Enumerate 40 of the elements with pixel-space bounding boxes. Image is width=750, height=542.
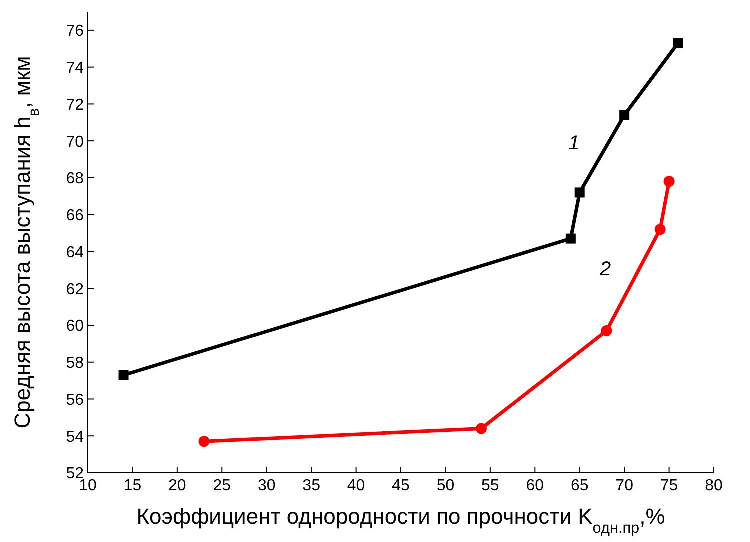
x-tick-label: 70 [616,477,634,494]
y-tick-label: 56 [66,392,84,409]
y-tick-label: 54 [66,428,84,446]
point [673,38,684,48]
y-tick-label: 60 [66,318,84,336]
point [198,436,210,448]
point [664,176,675,188]
x-tick-label: 30 [258,477,276,494]
x-tick-label: 45 [392,477,410,494]
y-tick-label: 68 [66,170,84,188]
x-tick-label: 75 [660,477,678,494]
x-tick-label: 80 [705,477,723,494]
point [118,370,129,380]
y-tick-label: 64 [66,244,84,262]
y-tick-label: 70 [66,134,84,151]
x-tick-label: 65 [570,477,589,494]
y-tick-label: 72 [66,96,84,114]
x-tick-label: 25 [213,477,232,494]
series-label: 2 [598,258,612,281]
y-tick-label: 76 [66,23,84,40]
x-axis-title: Коэффициент однородности по прочности K$_{одн.пр}$,% [136,504,666,536]
point [476,423,487,434]
x-tick-label: 35 [302,477,321,494]
y-tick-label: 58 [66,355,84,372]
x-tick-label: 55 [482,477,500,494]
point [601,326,612,337]
y-tick-label: 74 [66,60,84,77]
x-tick-label: 15 [124,477,142,494]
x-tick-label: 50 [436,477,455,494]
x-tick-label: 10 [79,477,97,494]
point [566,234,576,244]
y-tick-label: 66 [66,208,84,225]
series-label: 1 [568,132,580,154]
point [654,224,666,236]
x-tick-label: 60 [526,477,544,494]
point [620,110,630,120]
y-tick-label: 62 [66,281,84,298]
point [574,188,585,198]
x-tick-label: 40 [347,477,366,494]
x-tick-label: 20 [168,477,186,494]
